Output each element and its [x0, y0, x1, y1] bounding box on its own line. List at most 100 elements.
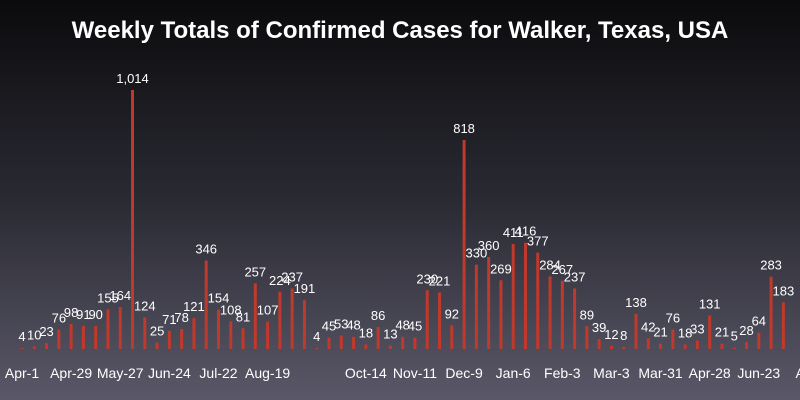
bar	[720, 343, 724, 349]
bar-value-label: 154	[208, 291, 230, 306]
bar	[352, 336, 356, 349]
bar-value-label: 98	[64, 305, 78, 320]
bar	[757, 332, 761, 349]
bar-value-label: 86	[371, 308, 385, 323]
bar	[671, 329, 675, 349]
bar-value-label: 91	[76, 307, 90, 322]
chart-title: Weekly Totals of Confirmed Cases for Wal…	[71, 17, 729, 44]
bar-value-label: 183	[773, 283, 795, 298]
x-tick-label: Aug-19	[245, 365, 290, 381]
bar	[204, 260, 208, 349]
bar	[253, 283, 257, 349]
bar	[769, 276, 773, 349]
bar	[732, 347, 736, 349]
x-tick-label: Aug	[795, 365, 800, 381]
bar	[781, 302, 785, 349]
bar	[487, 257, 491, 349]
bar	[597, 339, 601, 349]
x-tick-label: Mar-31	[638, 365, 683, 381]
bar-value-label: 377	[527, 234, 549, 249]
bar-value-label: 108	[220, 302, 242, 317]
bar-value-label: 18	[678, 325, 692, 340]
x-tick-label: Feb-3	[544, 365, 581, 381]
bar-value-label: 48	[395, 318, 409, 333]
bar	[585, 326, 589, 349]
bar	[683, 344, 687, 349]
bar	[192, 318, 196, 349]
bar	[523, 242, 527, 349]
x-tick-label: Apr-28	[689, 365, 731, 381]
bar	[278, 291, 282, 349]
x-tick-label: Jun-23	[737, 365, 780, 381]
x-tick-label: Nov-11	[393, 365, 437, 381]
bar-value-label: 39	[592, 320, 606, 335]
bars-group	[20, 90, 785, 349]
bar-value-label: 818	[453, 121, 475, 136]
bar	[401, 336, 405, 349]
bar-value-label: 78	[174, 310, 188, 325]
bar	[339, 335, 343, 349]
bar	[646, 338, 650, 349]
bar-value-label: 90	[88, 307, 102, 322]
bar	[229, 321, 233, 349]
bar-value-label: 4	[18, 329, 25, 344]
bar	[327, 337, 331, 349]
bar	[241, 328, 245, 349]
bar-value-label: 237	[281, 269, 303, 284]
bar-value-label: 76	[666, 311, 680, 326]
bar-value-label: 284	[539, 257, 561, 272]
bar-value-label: 124	[134, 298, 156, 313]
bar-value-label: 269	[490, 261, 512, 276]
x-tick-label: Apr-1	[5, 365, 39, 381]
x-tick-label: Apr-29	[50, 365, 92, 381]
bar	[708, 315, 712, 349]
bar	[118, 307, 122, 349]
bar	[474, 264, 478, 349]
bar-value-label: 45	[408, 319, 422, 334]
bar-value-label: 33	[690, 322, 704, 337]
bar	[266, 321, 270, 349]
bar	[180, 329, 184, 349]
bar	[155, 342, 159, 349]
bar-value-label: 164	[109, 288, 131, 303]
bar	[745, 341, 749, 349]
x-tick-labels-group: Apr-1 Apr-29 May-27 Jun-24 Jul-22 Aug-19 Oct-1…	[5, 365, 800, 381]
bar	[450, 325, 454, 349]
bar	[290, 288, 294, 349]
bar	[143, 317, 147, 349]
bar	[499, 280, 503, 349]
bar-value-label: 12	[604, 327, 618, 342]
bar	[364, 344, 368, 349]
bar-value-label: 48	[346, 318, 360, 333]
x-tick-label: Oct-14	[345, 365, 387, 381]
bar	[622, 346, 626, 349]
bar-value-label: 71	[162, 312, 176, 327]
bar-value-label: 330	[466, 246, 488, 261]
bar-value-label: 21	[653, 325, 667, 340]
bar	[609, 345, 613, 349]
bar	[462, 140, 466, 349]
bar-value-label: 138	[625, 295, 647, 310]
bar	[45, 343, 49, 349]
bar-value-label: 81	[236, 309, 250, 324]
bar-value-label: 191	[294, 281, 316, 296]
bar-value-label: 8	[620, 328, 627, 343]
bar	[573, 288, 577, 349]
bar	[695, 340, 699, 349]
bar-value-label: 5	[731, 329, 738, 344]
bar	[302, 300, 306, 349]
bar	[536, 252, 540, 349]
bar	[560, 280, 564, 349]
bar-value-label: 18	[359, 325, 373, 340]
bar-value-label: 25	[150, 324, 164, 339]
bar-value-label: 283	[760, 258, 782, 273]
bar-value-label: 237	[564, 269, 586, 284]
bar-value-label: 89	[580, 307, 594, 322]
bar	[511, 244, 515, 349]
bar-value-label: 28	[739, 323, 753, 338]
bar-value-label: 360	[478, 238, 500, 253]
bar	[438, 292, 442, 349]
bar	[388, 345, 392, 349]
